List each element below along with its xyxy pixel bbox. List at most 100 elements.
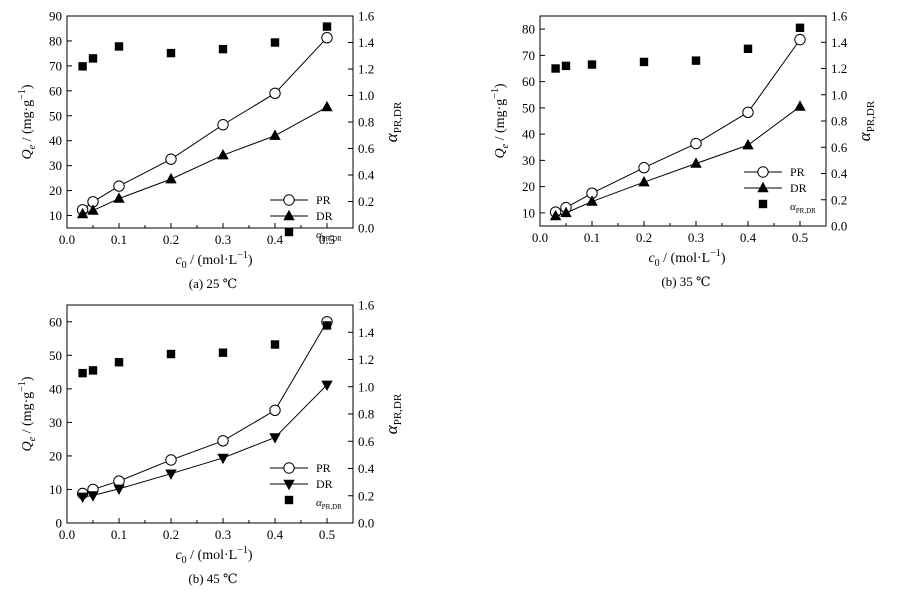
y2-tick-label: 1.0: [358, 379, 374, 394]
data-point: [269, 129, 281, 140]
y2-tick-label: 0.4: [358, 461, 375, 476]
data-point: [586, 195, 598, 206]
data-point: [743, 44, 753, 54]
y-tick-label: 40: [49, 133, 62, 148]
y-tick-label: 0: [56, 516, 63, 531]
legend-marker: [757, 181, 769, 193]
y2-tick-label: 0.6: [831, 140, 848, 155]
legend-label: PR: [316, 193, 331, 207]
legend-label: DR: [790, 181, 807, 195]
data-point: [587, 60, 597, 69]
legend: PR DR αPR,DR: [744, 165, 816, 215]
y-tick-label: 40: [49, 381, 62, 396]
plot-frame: [66, 15, 354, 229]
y-tick-label: 20: [49, 183, 62, 198]
data-point: [270, 340, 280, 349]
y-tick-label: 10: [49, 208, 62, 223]
legend-label: αPR,DR: [790, 201, 816, 215]
y2-axis-title: αPR,DR: [382, 393, 404, 434]
y2-tick-label: 0.2: [358, 488, 374, 503]
y2-tick-label: 0.0: [831, 219, 847, 234]
y-tick-label: 30: [49, 415, 62, 430]
x-tick-label: 0.3: [688, 230, 704, 245]
x-tick-label: 0.2: [163, 527, 179, 542]
legend-label: DR: [316, 477, 333, 491]
chart-caption: (b) 35 ℃: [661, 274, 710, 289]
legend-marker: [283, 194, 295, 206]
x-tick-label: 0.4: [740, 230, 757, 245]
x-tick-label: 0.4: [267, 232, 284, 247]
data-point: [270, 38, 280, 47]
y-tick-label: 70: [522, 48, 535, 63]
legend-label: DR: [316, 209, 333, 223]
legend: PR DR αPR,DR: [270, 193, 342, 243]
y2-tick-label: 0.4: [358, 168, 375, 183]
y2-tick-label: 1.0: [358, 88, 374, 103]
data-point: [88, 54, 98, 63]
y2-tick-label: 0.8: [831, 114, 847, 129]
y-tick-label: 50: [522, 100, 535, 115]
y2-tick-label: 0.8: [358, 407, 374, 422]
data-point: [165, 172, 177, 184]
y-tick-label: 10: [522, 205, 535, 220]
data-point: [549, 209, 562, 221]
y2-tick-label: 0.2: [831, 192, 847, 207]
legend: PR DR αPR,DR: [270, 461, 342, 511]
y-tick-label: 10: [49, 482, 62, 497]
y2-tick-label: 0.6: [358, 141, 375, 156]
series-triangle-up: [76, 100, 333, 219]
data-point: [560, 206, 572, 218]
legend-marker: [284, 227, 294, 237]
chart-caption: (b) 45 ℃: [188, 571, 237, 586]
x-tick-label: 0.5: [319, 527, 335, 542]
y-axis-title: Qe / (mg·g−1): [17, 376, 38, 451]
y2-axis-title: αPR,DR: [855, 100, 877, 141]
data-point: [794, 33, 806, 46]
legend-marker: [283, 479, 295, 491]
data-point: [113, 180, 125, 192]
x-tick-label: 0.1: [584, 230, 600, 245]
data-point: [742, 106, 754, 119]
x-axis-title: c0 / (mol·L−1): [648, 248, 725, 269]
data-point: [691, 56, 701, 65]
data-point: [165, 469, 177, 480]
x-tick-label: 0.0: [532, 230, 548, 245]
y-axis-title: Qe / (mg·g−1): [17, 84, 38, 159]
y2-tick-label: 1.2: [358, 352, 374, 367]
y2-tick-label: 1.4: [358, 325, 375, 340]
x-tick-label: 0.1: [111, 232, 127, 247]
data-point: [165, 454, 177, 466]
data-point: [76, 492, 89, 504]
y2-axis-title: αPR,DR: [382, 101, 404, 142]
legend-label: αPR,DR: [316, 229, 342, 243]
legend-label: PR: [790, 165, 805, 179]
x-axis-title: c0 / (mol·L−1): [175, 545, 252, 566]
legend-marker: [283, 462, 295, 474]
data-point: [113, 192, 125, 203]
data-point: [639, 57, 649, 67]
data-point: [165, 153, 177, 165]
data-point: [87, 204, 99, 215]
y2-tick-label: 0.4: [831, 166, 848, 181]
y2-tick-label: 0.2: [358, 194, 374, 209]
y2-tick-label: 1.4: [831, 35, 848, 50]
data-point: [113, 484, 125, 495]
series-square: [78, 22, 332, 71]
data-point: [217, 148, 229, 160]
y2-tick-label: 1.6: [358, 298, 375, 313]
chart-caption: (a) 25 ℃: [189, 276, 237, 291]
chart-1: 0.0 0.1 0.2 0.3 0.4 0.5 10 20 30 40 50 60 70 80 90 0.0 0…: [17, 9, 404, 292]
y-tick-label: 80: [522, 22, 535, 37]
y-tick-label: 90: [49, 9, 62, 24]
x-tick-label: 0.3: [215, 527, 231, 542]
data-point: [269, 87, 281, 100]
y-tick-label: 50: [49, 348, 62, 363]
y2-tick-label: 1.4: [358, 35, 375, 50]
data-point: [217, 453, 229, 465]
data-point: [321, 380, 333, 392]
x-tick-label: 0.3: [215, 232, 231, 247]
series-circle-open: [76, 31, 333, 216]
legend-marker: [758, 199, 768, 209]
data-point: [166, 48, 176, 58]
